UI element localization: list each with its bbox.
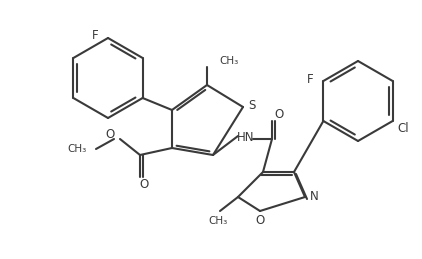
Text: F: F — [92, 28, 98, 41]
Text: O: O — [106, 127, 115, 140]
Text: S: S — [248, 98, 256, 112]
Text: N: N — [310, 191, 318, 204]
Text: O: O — [139, 177, 149, 191]
Text: F: F — [307, 73, 314, 85]
Text: CH₃: CH₃ — [208, 216, 227, 226]
Text: CH₃: CH₃ — [219, 56, 238, 66]
Text: O: O — [255, 213, 265, 227]
Text: Cl: Cl — [398, 121, 409, 134]
Text: HN: HN — [237, 131, 255, 143]
Text: CH₃: CH₃ — [68, 144, 87, 154]
Text: O: O — [274, 107, 284, 120]
